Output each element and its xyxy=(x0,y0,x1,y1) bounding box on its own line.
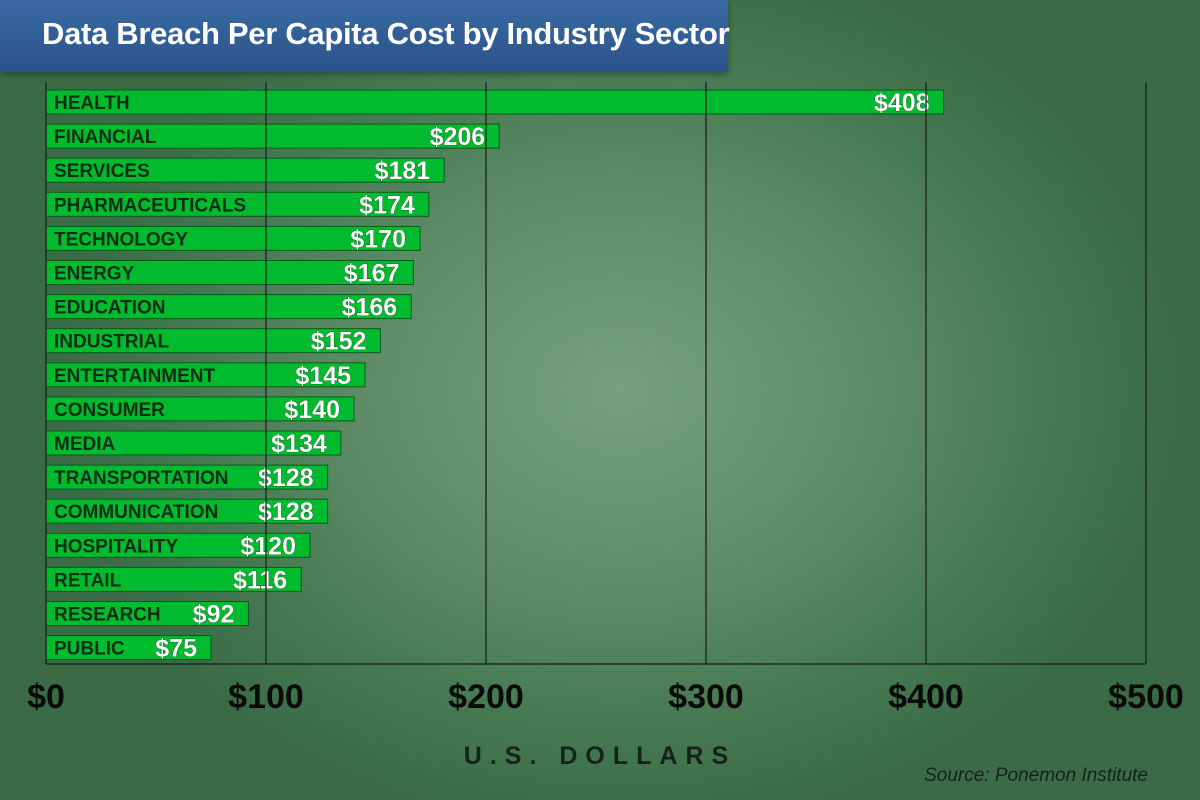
category-label: CONSUMER xyxy=(54,400,165,421)
bar-transportation xyxy=(45,464,329,490)
value-label: $152 xyxy=(311,328,367,356)
category-label: EDUCATION xyxy=(54,298,166,319)
value-label: $120 xyxy=(240,532,296,560)
category-label: ENTERTAINMENT xyxy=(54,366,216,387)
value-label: $145 xyxy=(295,362,351,390)
chart-title: Data Breach Per Capita Cost by Industry … xyxy=(42,16,730,51)
bar-research xyxy=(45,601,249,626)
bar-health xyxy=(45,89,945,115)
category-label: SERVICES xyxy=(54,161,150,182)
category-label: ENERGY xyxy=(54,264,135,285)
category-label: MEDIA xyxy=(54,434,116,455)
bar-retail xyxy=(45,566,302,592)
value-label: $128 xyxy=(258,498,314,526)
x-tick-label: $400 xyxy=(888,678,964,716)
category-label: TRANSPORTATION xyxy=(54,468,229,489)
x-tick-label: $500 xyxy=(1108,678,1184,716)
bar-public xyxy=(45,635,212,661)
category-label: INDUSTRIAL xyxy=(54,332,169,353)
category-label: PUBLIC xyxy=(54,639,125,660)
value-label: $116 xyxy=(233,566,287,594)
value-label: $166 xyxy=(342,294,398,322)
value-label: $134 xyxy=(271,430,327,458)
bar-technology xyxy=(45,225,421,251)
category-label: PHARMACEUTICALS xyxy=(54,195,246,216)
value-label: $174 xyxy=(359,191,415,219)
bar-consumer xyxy=(45,396,355,422)
category-label: RESEARCH xyxy=(54,605,161,626)
category-label: COMMUNICATION xyxy=(54,502,218,523)
bar-entertainment xyxy=(45,362,366,388)
bar-energy xyxy=(45,260,414,285)
x-tick-label: $100 xyxy=(228,678,304,716)
category-label: HOSPITALITY xyxy=(54,536,179,557)
value-label: $181 xyxy=(375,157,431,185)
value-label: $128 xyxy=(258,464,314,492)
category-label: TECHNOLOGY xyxy=(54,229,188,250)
bar-industrial xyxy=(45,328,381,354)
category-label: RETAIL xyxy=(54,570,122,591)
source-note: Source: Ponemon Institute xyxy=(924,765,1148,786)
bar-pharmaceuticals xyxy=(45,191,430,217)
bar-media xyxy=(45,430,342,456)
category-label: HEALTH xyxy=(54,93,130,114)
bar-communication xyxy=(45,498,329,524)
value-label: $408 xyxy=(874,89,930,117)
bar-financial xyxy=(45,123,500,149)
x-tick-label: $200 xyxy=(448,678,524,716)
value-label: $206 xyxy=(430,123,486,151)
value-label: $92 xyxy=(193,601,235,629)
title-banner: Data Breach Per Capita Cost by Industry … xyxy=(0,0,730,72)
value-label: $167 xyxy=(344,260,400,288)
bar-education xyxy=(45,294,412,320)
x-tick-label: $0 xyxy=(27,678,65,716)
x-axis-label: U.S. DOLLARS xyxy=(463,742,737,770)
value-label: $75 xyxy=(155,635,197,663)
value-label: $140 xyxy=(284,396,340,424)
value-label: $170 xyxy=(350,225,406,253)
category-label: FINANCIAL xyxy=(54,127,157,148)
x-tick-label: $300 xyxy=(668,678,744,716)
